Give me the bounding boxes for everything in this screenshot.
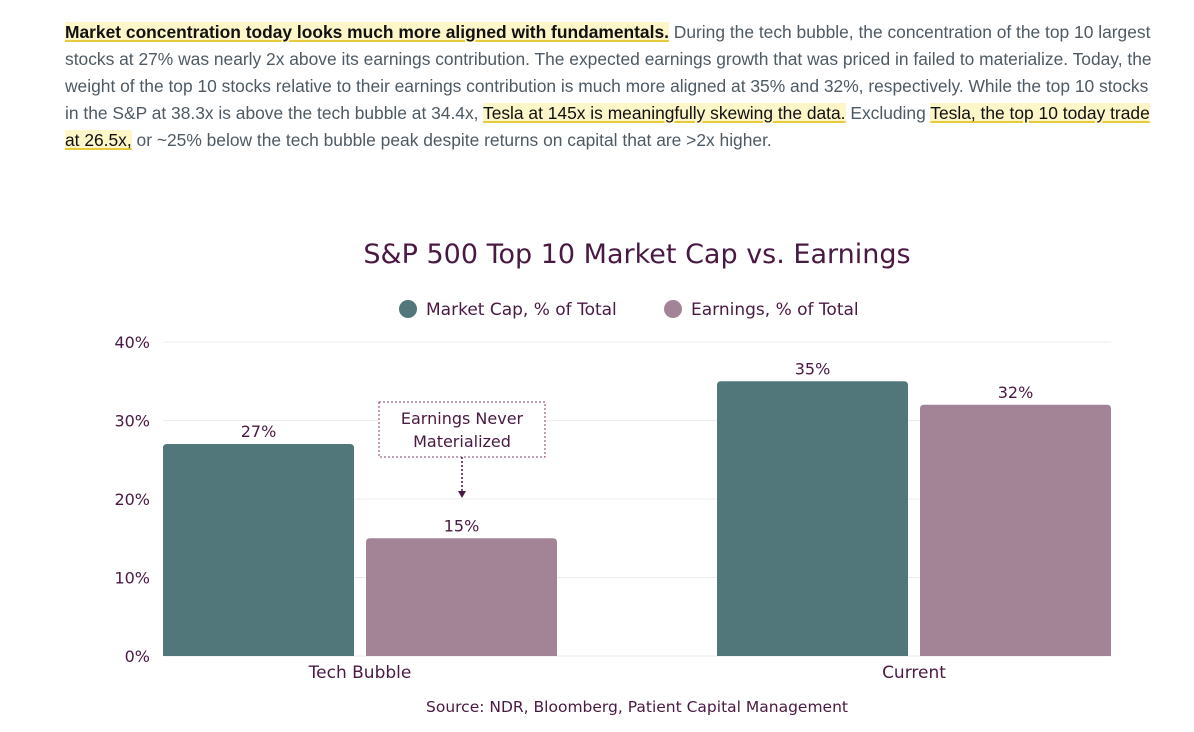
bar-chart: S&P 500 Top 10 Market Cap vs. Earnings M… [114, 239, 1111, 716]
chart-title: S&P 500 Top 10 Market Cap vs. Earnings [363, 239, 910, 270]
annotation-text-line-1: Earnings Never [401, 409, 524, 428]
paragraph-text-1: During the tech bubble, the concentratio… [65, 22, 1152, 123]
annotation-text-line-2: Materialized [413, 432, 511, 451]
chart-legend: Market Cap, % of Total Earnings, % of Tot… [399, 300, 859, 320]
highlight-tesla-skew: Tesla at 145x is meaningfully skewing th… [483, 103, 846, 123]
y-axis-ticks: 0% 10% 20% 30% 40% [114, 333, 150, 666]
paragraph-text-3: or ~25% below the tech bubble peak despi… [131, 130, 772, 150]
bar-tech-bubble-series-2 [366, 538, 557, 656]
x-category-label: Current [882, 663, 946, 683]
lead-sentence: Market concentration today looks much mo… [65, 22, 669, 42]
legend-swatch-1 [399, 300, 417, 318]
y-tick-label: 20% [114, 490, 150, 509]
legend-label-2: Earnings, % of Total [691, 300, 859, 320]
y-tick-label: 40% [114, 333, 150, 352]
data-label: 27% [241, 422, 277, 441]
y-tick-label: 10% [114, 569, 150, 588]
bar-current-series-1 [717, 381, 908, 656]
y-tick-label: 0% [125, 647, 150, 666]
bar-current-series-2 [920, 404, 1111, 656]
data-label: 35% [795, 359, 831, 378]
x-category-label: Tech Bubble [308, 663, 412, 683]
paragraph-text-2: Excluding [845, 103, 931, 123]
x-axis-categories: Tech Bubble Current [308, 663, 947, 683]
chart-data-labels: 27% 15% 35% 32% [241, 359, 1034, 535]
chart-bars [163, 381, 1111, 656]
data-label: 32% [998, 383, 1034, 402]
article-paragraph: Market concentration today looks much mo… [65, 19, 1155, 154]
annotation-arrow-head [458, 491, 466, 498]
legend-label-1: Market Cap, % of Total [426, 300, 617, 320]
annotation-box: Earnings Never Materialized [378, 401, 546, 498]
chart-source: Source: NDR, Bloomberg, Patient Capital … [426, 698, 848, 716]
data-label: 15% [444, 516, 480, 535]
legend-swatch-2 [664, 300, 682, 318]
bar-tech-bubble-series-1 [163, 444, 354, 656]
y-tick-label: 30% [114, 412, 150, 431]
